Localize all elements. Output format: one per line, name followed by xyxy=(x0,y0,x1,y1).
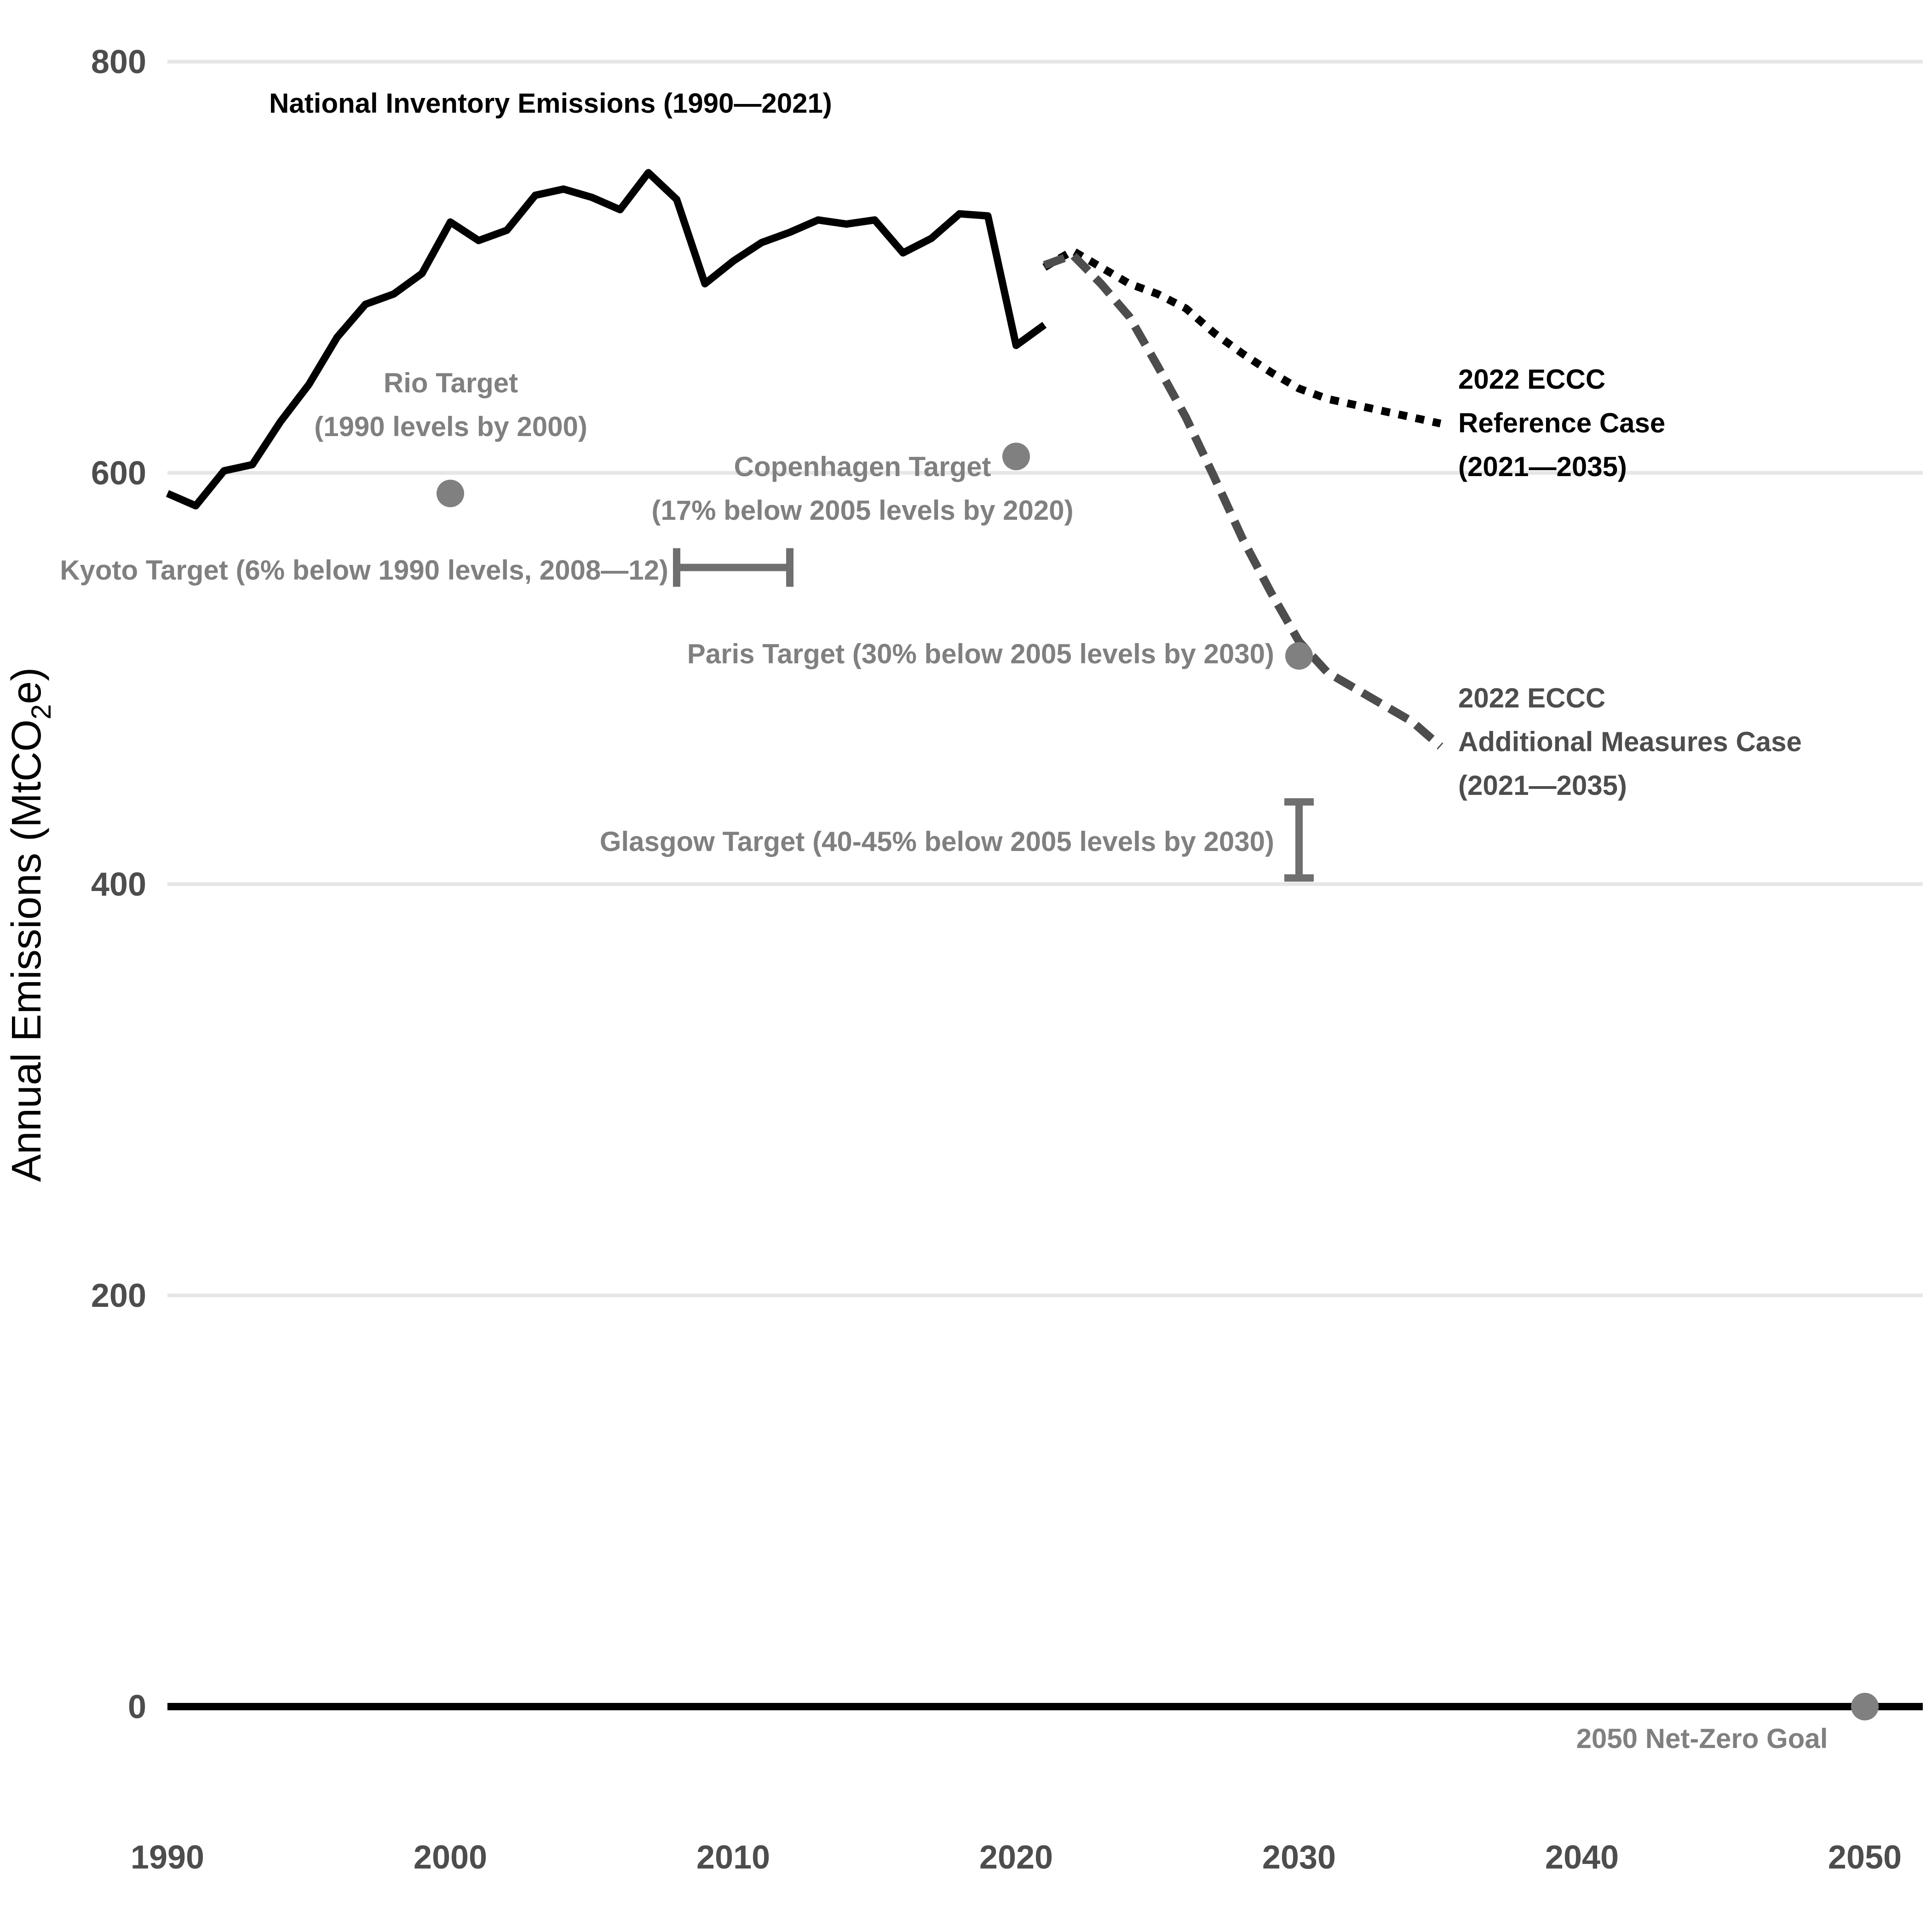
kyoto-target-label: Kyoto Target (6% below 1990 levels, 2008… xyxy=(60,555,668,586)
rio-target-point xyxy=(437,479,464,507)
y-axis-ticks: 0 200 400 600 800 xyxy=(91,44,146,1725)
net-zero-goal-label-line-1: 2050 Net-Zero Goal xyxy=(1576,1723,1828,1754)
reference-case-label: 2022 ECCC Reference Case (2021—2035) xyxy=(1458,364,1665,482)
kyoto-target-range xyxy=(673,548,794,587)
y-tick-600: 600 xyxy=(91,455,146,492)
paris-target-label: Paris Target (30% below 2005 levels by 2… xyxy=(687,638,1274,669)
target-markers xyxy=(437,443,1879,1720)
copenhagen-target-label: Copenhagen Target (17% below 2005 levels … xyxy=(651,451,1073,526)
kyoto-target-label-line-1: Kyoto Target (6% below 1990 levels, 2008… xyxy=(60,555,668,586)
reference-case-label-line-3: (2021—2035) xyxy=(1458,451,1627,482)
grid-lines xyxy=(167,60,1923,1297)
reference-case-label-line-2: Reference Case xyxy=(1458,408,1665,438)
y-tick-200: 200 xyxy=(91,1277,146,1314)
annotation-labels: National Inventory Emissions (1990—2021)… xyxy=(60,88,1828,1754)
x-tick-2050: 2050 xyxy=(1828,1839,1902,1876)
y-tick-400: 400 xyxy=(91,866,146,903)
national-inventory-line xyxy=(166,169,1047,510)
additional-measures-label-line-1: 2022 ECCC xyxy=(1458,683,1605,713)
paris-target-point xyxy=(1285,642,1313,670)
glasgow-target-range xyxy=(1284,798,1314,882)
x-tick-2040: 2040 xyxy=(1545,1839,1619,1876)
additional-measures-label-line-3: (2021—2035) xyxy=(1458,770,1627,801)
y-tick-800: 800 xyxy=(91,44,146,80)
x-tick-2020: 2020 xyxy=(979,1839,1053,1876)
net-zero-goal-label: 2050 Net-Zero Goal xyxy=(1576,1723,1828,1754)
copenhagen-target-point xyxy=(1002,443,1030,471)
net-zero-goal-point xyxy=(1851,1693,1879,1720)
rio-target-label-line-1: Rio Target xyxy=(384,368,518,398)
additional-measures-label: 2022 ECCC Additional Measures Case (2021—2… xyxy=(1458,683,1802,801)
rio-target-label: Rio Target (1990 levels by 2000) xyxy=(314,368,587,442)
rio-target-label-line-2: (1990 levels by 2000) xyxy=(314,411,587,442)
additional-measures-label-line-2: Additional Measures Case xyxy=(1458,726,1802,757)
x-tick-2010: 2010 xyxy=(696,1839,770,1876)
glasgow-target-label: Glasgow Target (40-45% below 2005 levels… xyxy=(600,826,1274,857)
x-axis-ticks: 1990 2000 2010 2020 2030 2040 2050 xyxy=(131,1839,1902,1876)
y-tick-0: 0 xyxy=(128,1689,146,1725)
x-tick-1990: 1990 xyxy=(131,1839,204,1876)
y-axis-label: Annual Emissions (MtCO2e) xyxy=(4,667,57,1182)
paris-target-label-line-1: Paris Target (30% below 2005 levels by 2… xyxy=(687,638,1274,669)
series-lines xyxy=(166,169,1443,750)
copenhagen-target-label-line-1: Copenhagen Target xyxy=(734,451,991,482)
reference-case-label-line-1: 2022 ECCC xyxy=(1458,364,1605,395)
x-tick-2000: 2000 xyxy=(414,1839,487,1876)
reference-case-line xyxy=(1042,247,1442,428)
copenhagen-target-label-line-2: (17% below 2005 levels by 2020) xyxy=(651,495,1073,526)
glasgow-target-label-line-1: Glasgow Target (40-45% below 2005 levels… xyxy=(600,826,1274,857)
additional-measures-line xyxy=(1043,251,1443,750)
x-tick-2030: 2030 xyxy=(1262,1839,1336,1876)
national-inventory-label: National Inventory Emissions (1990—2021) xyxy=(269,88,832,119)
